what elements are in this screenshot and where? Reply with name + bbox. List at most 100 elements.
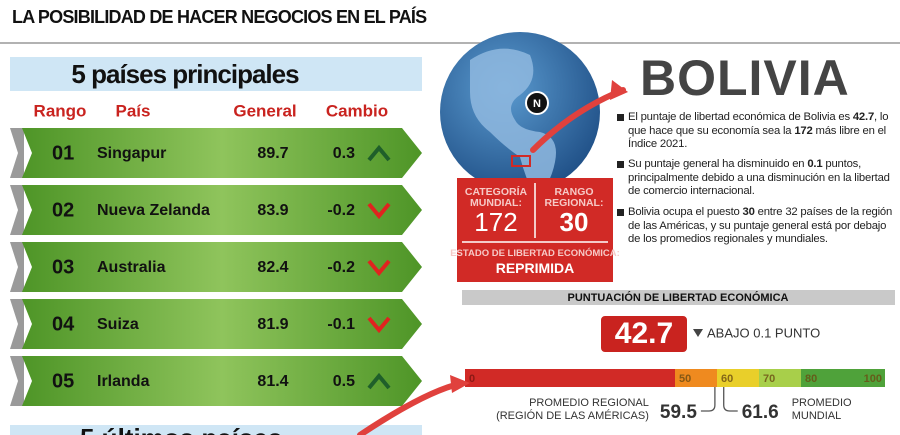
row-rank: 03 xyxy=(52,256,74,278)
bullet: El puntaje de libertad económica de Boli… xyxy=(617,111,896,152)
score-title-band xyxy=(462,290,895,305)
row-country: Suiza xyxy=(97,316,139,333)
row-banner xyxy=(22,128,422,178)
row-country: Nueva Zelanda xyxy=(97,202,210,219)
regional-rank: 30 xyxy=(560,207,589,237)
table-title-band xyxy=(10,57,422,91)
row-shadow xyxy=(10,242,24,292)
scale-segment xyxy=(465,369,675,387)
world-rank: 172 xyxy=(474,207,517,237)
trend-down xyxy=(367,316,391,334)
status: REPRIMIDA xyxy=(496,260,575,276)
compass-label: N xyxy=(533,98,541,110)
bullet-text: , lo que hace que su economía sea la xyxy=(628,111,889,137)
trend-down xyxy=(367,202,391,220)
row-rank: 04 xyxy=(52,313,75,335)
stat-label-line: RANGO xyxy=(554,186,593,198)
stat-label: CATEGORÍA MUNDIAL: xyxy=(465,185,528,209)
avg-pointer xyxy=(700,387,716,412)
scale-arrow-head xyxy=(450,375,470,393)
avg-label-line: MUNDIAL xyxy=(792,410,842,422)
row-general: 81.9 xyxy=(257,316,288,333)
scale-tick-label: 70 xyxy=(763,373,775,385)
avg-value: 61.6 xyxy=(742,402,779,423)
row-banner xyxy=(22,185,422,235)
row-banner xyxy=(22,299,422,349)
column-header: Cambio xyxy=(326,101,388,120)
scale-tick-label: 50 xyxy=(679,373,691,385)
row-shadow xyxy=(10,299,24,349)
bullet-text: entre 32 países de la región de las Amér… xyxy=(628,206,893,246)
row-shadow xyxy=(10,128,24,178)
avg-label-line: PROMEDIO xyxy=(792,397,852,409)
bullet: Su puntaje general ha disminuido en 0.1 … xyxy=(617,158,896,199)
stat-label-line: CATEGORÍA xyxy=(465,185,528,198)
bullet-text: Su puntaje general ha disminuido en xyxy=(628,158,808,170)
bullet-text: puntos, principalmente debido a una dism… xyxy=(628,158,890,198)
bullet-text: 42.7 xyxy=(852,111,875,123)
bullet: Bolivia ocupa el puesto 30 entre 32 país… xyxy=(617,206,896,247)
stat-label-line: MUNDIAL: xyxy=(470,197,522,209)
row-country: Australia xyxy=(97,259,166,276)
compass xyxy=(525,91,549,115)
scale-tick-label: 100 xyxy=(864,373,882,385)
bullet-text: más libre en el Índice 2021. xyxy=(628,124,886,151)
stat-label-line: REGIONAL: xyxy=(545,197,604,209)
row-banner xyxy=(22,242,422,292)
bullet-text: Bolivia ocupa el puesto xyxy=(628,206,743,218)
trend-up xyxy=(367,372,391,390)
column-header: Rango xyxy=(34,101,87,120)
row-general: 89.7 xyxy=(257,145,288,162)
table-title: 5 países principales xyxy=(71,59,299,89)
bullet-text: 30 xyxy=(742,206,755,218)
scale-segment xyxy=(675,369,717,387)
row-general: 83.9 xyxy=(257,202,288,219)
row-change: -0.1 xyxy=(327,316,355,333)
country-name: BOLIVIA xyxy=(640,50,850,106)
table-rows: Rango País General Cambio 01 Singapur 89.7 0.3 0… xyxy=(10,101,422,406)
next-table-title: 5 últimos países xyxy=(80,423,282,435)
bullet-text: El puntaje de libertad económica de Boli… xyxy=(628,111,853,123)
avg-label: PROMEDIO REGIONAL (REGIÓN DE LAS AMÉRICAS… xyxy=(496,397,649,422)
row-country: Irlanda xyxy=(97,373,150,390)
scale-segment xyxy=(759,369,801,387)
bullet-text: 0.1 xyxy=(807,158,823,170)
row-change: -0.2 xyxy=(327,202,355,219)
scale-tick-label: 0 xyxy=(469,373,475,385)
row-rank: 02 xyxy=(52,199,74,221)
row-rank: 01 xyxy=(52,142,74,164)
next-title-band xyxy=(10,425,422,435)
avg-label-line: (REGIÓN DE LAS AMÉRICAS) xyxy=(496,409,649,422)
scale-segment xyxy=(801,369,885,387)
bullet-text: 172 xyxy=(794,124,813,137)
down-triangle xyxy=(693,329,703,337)
score-scale: 0 50 60 70 80 100 59.5 PROMEDIO REGIONAL (REGIÓN… xyxy=(465,369,885,423)
avg-pointer xyxy=(723,387,738,412)
row-banner xyxy=(22,356,422,406)
scale-segment xyxy=(717,369,759,387)
scale-tick-label: 80 xyxy=(805,373,817,385)
scale-arrow xyxy=(357,382,458,435)
avg-label-line: PROMEDIO REGIONAL xyxy=(529,397,649,409)
row-general: 82.4 xyxy=(257,259,288,276)
avg-value: 59.5 xyxy=(660,402,697,423)
globe-land xyxy=(470,48,556,197)
stat-label: RANGO REGIONAL: xyxy=(545,186,604,209)
column-header: General xyxy=(233,101,296,120)
score-change: ABAJO 0.1 PUNTO xyxy=(707,325,820,340)
avg-label: PROMEDIO MUNDIAL xyxy=(792,397,852,422)
score-value: 42.7 xyxy=(615,317,673,350)
row-change: -0.2 xyxy=(327,259,355,276)
score-title: PUNTUACIÓN DE LIBERTAD ECONÓMICA xyxy=(567,291,788,304)
row-general: 81.4 xyxy=(257,373,288,390)
page-title: LA POSIBILIDAD DE HACER NEGOCIOS EN EL P… xyxy=(12,6,427,27)
row-shadow xyxy=(10,356,24,406)
column-header: País xyxy=(116,101,151,120)
row-rank: 05 xyxy=(52,370,74,392)
row-change: 0.3 xyxy=(333,145,355,162)
trend-up xyxy=(367,144,391,162)
pointer-arrow-head xyxy=(610,80,628,100)
status-label: ESTADO DE LIBERTAD ECONÓMICA: xyxy=(450,247,620,259)
